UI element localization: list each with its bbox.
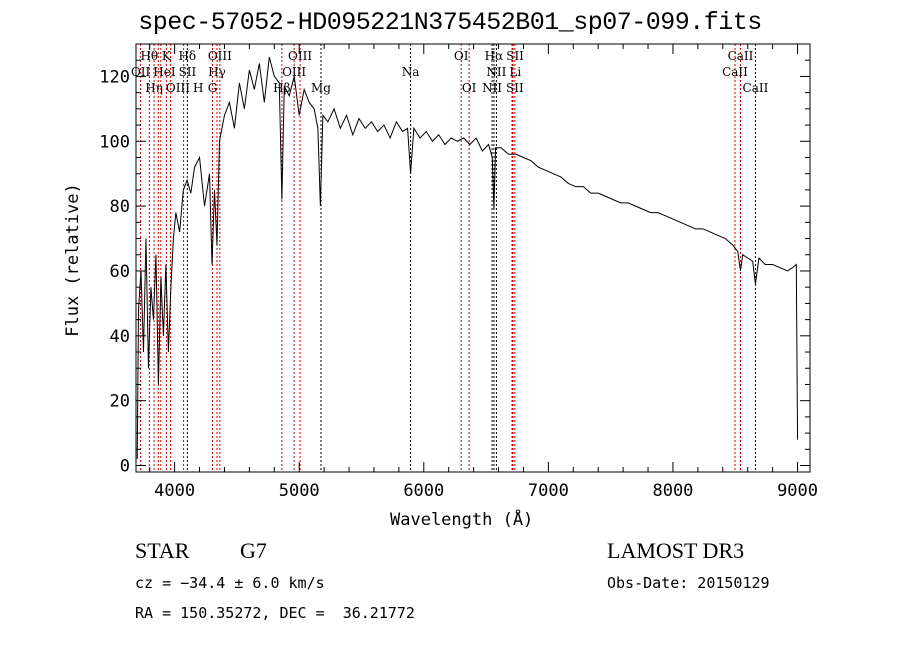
subclass: G7 (240, 538, 267, 563)
y-tick-label: 60 (110, 262, 130, 282)
y-tick-label: 100 (99, 132, 130, 152)
x-tick-label: 7000 (528, 481, 569, 501)
coordinates: RA = 150.35272, DEC = 36.21772 (135, 604, 415, 622)
line-label: SII (179, 65, 197, 79)
line-label: NII (486, 65, 506, 79)
y-tick-label: 120 (99, 67, 130, 87)
line-label: Li (509, 65, 521, 79)
line-label: CaII (728, 49, 754, 63)
y-tick-label: 40 (110, 327, 130, 347)
object-class: STAR (135, 538, 190, 563)
line-label: Na (402, 65, 420, 79)
line-label: HeI (153, 65, 176, 79)
obs-date: Obs-Date: 20150129 (607, 574, 770, 592)
x-axis-label: Wavelength (Å) (390, 510, 534, 530)
line-label: OIII (208, 49, 232, 63)
x-tick-label: 4000 (154, 481, 195, 501)
line-label: CaII (743, 81, 769, 95)
line-label: SII (506, 81, 524, 95)
line-label: OIII (288, 49, 312, 63)
chart-title: spec-57052-HD095221N375452B01_sp07-099.f… (138, 8, 762, 37)
line-label: OI (454, 49, 469, 63)
line-label: Hη (145, 81, 163, 95)
line-label: H (193, 81, 203, 95)
line-label: CaII (722, 65, 748, 79)
line-label: Hβ (273, 81, 290, 95)
redshift-cz: cz = −34.4 ± 6.0 km/s (135, 574, 325, 592)
line-label: Hδ (178, 49, 196, 63)
plot-frame (135, 43, 811, 473)
y-tick-label: 20 (110, 392, 130, 412)
line-label: OI (462, 81, 477, 95)
y-tick-label: 80 (110, 197, 130, 217)
x-tick-label: 5000 (279, 481, 320, 501)
line-label: Hθ (140, 49, 158, 63)
line-label: OIII (166, 81, 190, 95)
line-label: OIII (282, 65, 306, 79)
x-tick-label: 8000 (652, 481, 693, 501)
line-label: Hγ (208, 65, 226, 79)
line-label: NII (482, 81, 502, 95)
x-tick-label: 9000 (777, 481, 818, 501)
line-label: K (162, 49, 172, 63)
y-tick-label: 0 (120, 457, 130, 477)
line-label: Hα (485, 49, 504, 63)
line-label: SII (506, 49, 524, 63)
line-label: Mg (311, 81, 331, 95)
x-tick-label: 6000 (403, 481, 444, 501)
spectrum-line (136, 56, 799, 460)
y-axis-label: Flux (relative) (63, 183, 83, 337)
line-label: G (208, 81, 218, 95)
survey-name: LAMOST DR3 (607, 538, 745, 563)
